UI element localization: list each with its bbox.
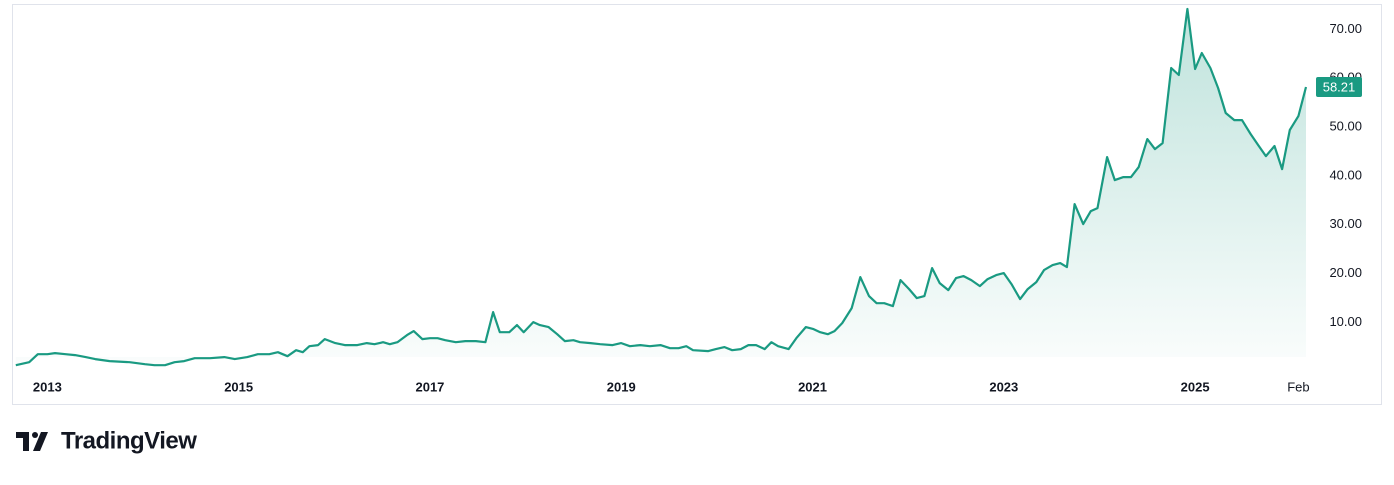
x-tick-label: 2013 — [33, 379, 62, 394]
brand-name: TradingView — [61, 427, 197, 454]
x-tick-label: 2017 — [415, 379, 444, 394]
x-tick-label: 2023 — [989, 379, 1018, 394]
logo-mark — [16, 432, 29, 451]
x-tick-label: Feb — [1287, 379, 1309, 394]
y-tick-label: 30.00 — [1329, 216, 1362, 231]
y-tick-label: 40.00 — [1329, 167, 1362, 182]
logo: TradingView — [16, 427, 198, 454]
chart-frame — [12, 4, 1382, 405]
x-tick-label: 2019 — [607, 379, 636, 394]
last-price-label: 58.21 — [1323, 79, 1356, 94]
y-tick-label: 10.00 — [1329, 314, 1362, 329]
y-tick-label: 70.00 — [1329, 21, 1362, 36]
x-tick-label: 2025 — [1181, 379, 1210, 394]
logo-mark — [32, 432, 38, 438]
last-price-badge — [1316, 76, 1362, 97]
x-tick-label: 2021 — [798, 379, 827, 394]
logo-mark — [33, 432, 48, 451]
area-fill — [15, 9, 1306, 366]
y-tick-label: 50.00 — [1329, 118, 1362, 133]
x-tick-label: 2015 — [224, 379, 253, 394]
y-tick-label: 20.00 — [1329, 265, 1362, 280]
price-line — [15, 7, 1308, 367]
